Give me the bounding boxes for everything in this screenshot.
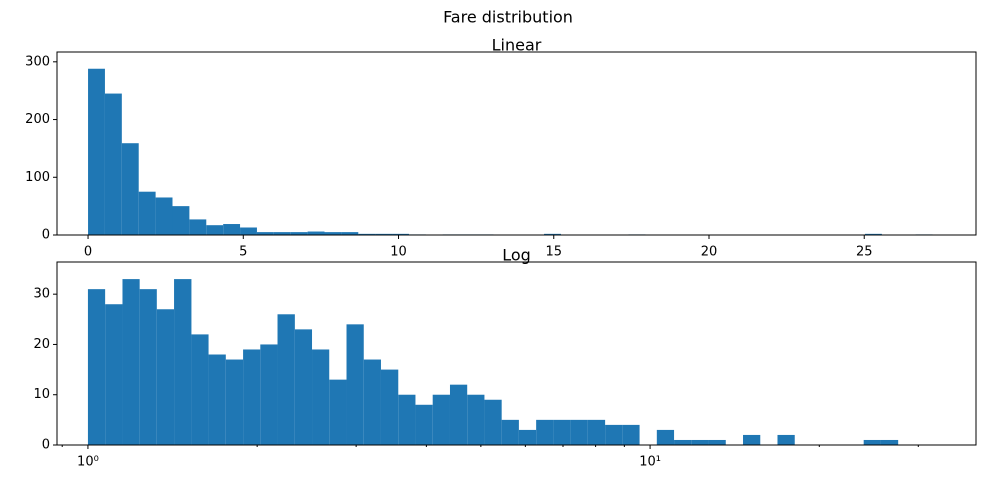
y-tick-label: 100 bbox=[25, 170, 50, 185]
histogram-bar bbox=[206, 225, 224, 235]
axes-frame bbox=[56, 51, 977, 236]
x-tick-label: 5 bbox=[239, 245, 247, 260]
histogram-bar bbox=[87, 289, 106, 445]
histogram-bar bbox=[467, 394, 485, 445]
histogram-bar bbox=[139, 289, 157, 445]
histogram-bar bbox=[277, 314, 295, 445]
x-tick-label: 25 bbox=[856, 245, 873, 260]
histogram-bar bbox=[191, 334, 209, 445]
figure-title: Fare distribution bbox=[443, 8, 573, 27]
x-tick-label: 20 bbox=[701, 245, 718, 260]
histogram-bar bbox=[570, 419, 588, 445]
histogram-bar bbox=[88, 68, 105, 235]
axes-title: Linear bbox=[492, 36, 542, 55]
histogram-bar bbox=[674, 439, 692, 445]
x-tick-label: 10¹ bbox=[639, 455, 661, 470]
x-tick-label: 10⁰ bbox=[77, 455, 99, 470]
histogram-bar bbox=[863, 439, 881, 445]
y-tick-label: 20 bbox=[33, 337, 50, 352]
histogram-bar bbox=[536, 419, 554, 445]
y-tick-label: 200 bbox=[25, 112, 50, 127]
histogram-bar bbox=[346, 324, 364, 445]
histogram-bar bbox=[880, 439, 899, 445]
histogram-bar bbox=[156, 309, 175, 445]
axes-title: Log bbox=[502, 246, 531, 265]
histogram-bar bbox=[290, 232, 308, 235]
histogram-bar bbox=[392, 233, 409, 235]
y-tick-label: 300 bbox=[25, 54, 50, 69]
histogram-bar bbox=[518, 429, 537, 445]
y-tick-label: 0 bbox=[42, 228, 50, 243]
histogram-bar bbox=[553, 419, 571, 445]
histogram-bar bbox=[138, 191, 156, 235]
axes-frame bbox=[56, 261, 977, 446]
histogram-bar bbox=[260, 344, 278, 445]
histogram-bar bbox=[223, 224, 241, 235]
histogram-bar bbox=[329, 379, 347, 445]
histogram-bar bbox=[256, 232, 274, 235]
histogram-bar bbox=[324, 232, 342, 235]
histogram-bar bbox=[358, 233, 376, 235]
histogram-bar bbox=[605, 424, 623, 445]
histogram-bar bbox=[656, 429, 675, 445]
histogram-bar bbox=[587, 419, 606, 445]
histogram-bar bbox=[708, 439, 726, 445]
histogram-bar bbox=[121, 143, 139, 235]
histogram-bar bbox=[501, 419, 519, 445]
histogram-bar bbox=[273, 232, 291, 235]
histogram-bar bbox=[380, 369, 399, 445]
x-tick-label: 10 bbox=[390, 245, 407, 260]
histogram-bar bbox=[691, 439, 709, 445]
histogram-bar bbox=[225, 359, 244, 445]
histogram-bar bbox=[155, 197, 173, 235]
y-tick-label: 0 bbox=[42, 438, 50, 453]
histogram-bar bbox=[122, 279, 140, 445]
histogram-bar bbox=[375, 233, 393, 235]
histogram-bar bbox=[243, 349, 261, 445]
x-tick-label: 0 bbox=[84, 245, 92, 260]
histogram-bar bbox=[172, 206, 190, 235]
histogram-bar bbox=[415, 404, 433, 445]
histogram-bar bbox=[294, 329, 313, 445]
histogram-bar bbox=[398, 394, 416, 445]
histogram-bar bbox=[743, 434, 761, 445]
histogram-bar bbox=[105, 304, 123, 445]
histogram-bar bbox=[484, 399, 502, 445]
histogram-bar bbox=[363, 359, 381, 445]
histogram-bar bbox=[174, 279, 192, 445]
histogram-bar bbox=[312, 349, 330, 445]
y-tick-label: 10 bbox=[33, 387, 50, 402]
histogram-bar bbox=[777, 434, 795, 445]
histogram-bar bbox=[307, 231, 325, 235]
y-tick-label: 30 bbox=[33, 287, 50, 302]
histogram-bar bbox=[544, 233, 561, 235]
histogram-bar bbox=[864, 233, 882, 235]
x-tick-label: 15 bbox=[545, 245, 562, 260]
histogram-bar bbox=[432, 394, 450, 445]
histogram-bar bbox=[208, 354, 226, 445]
histogram-bar bbox=[341, 232, 359, 235]
histogram-bar bbox=[104, 93, 122, 235]
histogram-bar bbox=[622, 424, 640, 445]
histogram-bar bbox=[189, 219, 207, 235]
histogram-bar bbox=[240, 227, 257, 235]
histogram-bar bbox=[449, 384, 468, 445]
